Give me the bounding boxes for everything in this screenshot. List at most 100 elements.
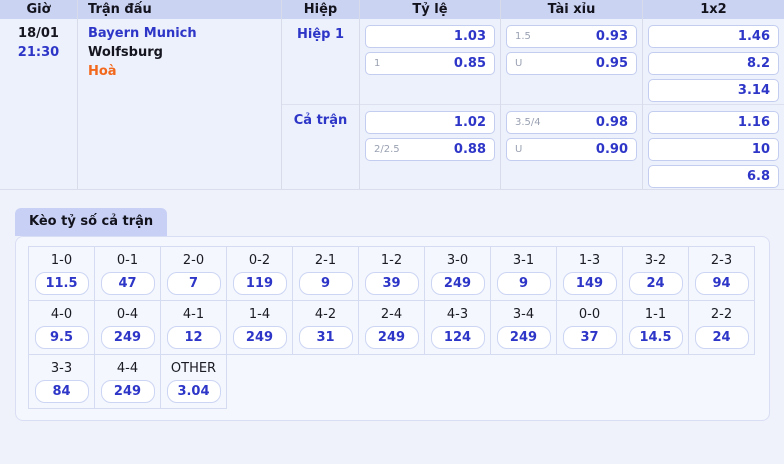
score-odds-button[interactable]: 47 [100, 272, 155, 295]
column-handicap: Tỷ lệ 1.03 1 0.85 1.02 2/2.5 0.88 [360, 0, 501, 189]
column-1x2: 1x2 1.46 8.2 3.14 1.16 10 6.8 [643, 0, 784, 189]
over-under-ft-box-2[interactable]: U 0.90 [506, 138, 637, 161]
1x2-odds: 6.8 [746, 169, 770, 184]
score-label: 4-0 [50, 307, 73, 322]
score-odds-button[interactable]: 7 [166, 272, 221, 295]
score-odds-button[interactable]: 249 [430, 272, 485, 295]
score-cell: 3-0 249 [425, 247, 491, 301]
period-label-first-half: Hiệp 1 [296, 27, 345, 42]
score-odds-button[interactable]: 24 [694, 326, 749, 349]
score-label: 4-3 [446, 307, 469, 322]
column-match: Trận đấu Bayern Munich Wolfsburg Hoà [78, 0, 282, 189]
score-odds-button[interactable]: 39 [364, 272, 419, 295]
score-odds-button[interactable]: 12 [166, 326, 221, 349]
score-odds-button[interactable]: 9.5 [34, 326, 89, 349]
over-under-section-ft: 3.5/4 0.98 U 0.90 [501, 104, 642, 189]
score-label: 0-1 [116, 253, 139, 268]
over-under-line: 1.5 [515, 31, 531, 42]
score-grid: 1-0 11.5 0-1 47 2-0 7 0-2 119 2-1 9 1-2 … [28, 246, 755, 409]
score-label: 2-4 [380, 307, 403, 322]
1x2-odds: 3.14 [737, 83, 770, 98]
score-odds-button[interactable]: 249 [100, 326, 155, 349]
score-cell: 3-1 9 [491, 247, 557, 301]
score-cell: 1-4 249 [227, 301, 293, 355]
score-cell: 4-2 31 [293, 301, 359, 355]
home-team-link[interactable]: Bayern Munich [88, 26, 197, 41]
column-over-under: Tài xỉu 1.5 0.93 U 0.95 3.5/4 0.98 U 0.9… [501, 0, 643, 189]
score-cell: 1-1 14.5 [623, 301, 689, 355]
tab-correct-score[interactable]: Kèo tỷ số cả trận [15, 208, 168, 236]
score-odds-button[interactable]: 124 [430, 326, 485, 349]
score-odds-button[interactable]: 249 [364, 326, 419, 349]
time-cell: 18/01 21:30 [0, 19, 77, 189]
score-odds-button[interactable]: 94 [694, 272, 749, 295]
score-odds-button[interactable]: 11.5 [34, 272, 89, 295]
score-label: 1-2 [380, 253, 403, 268]
header-1x2: 1x2 [643, 0, 784, 19]
score-label: 0-0 [578, 307, 601, 322]
1x2-h1-home[interactable]: 1.46 [648, 25, 779, 48]
1x2-odds: 1.16 [737, 115, 770, 130]
score-odds-button[interactable]: 249 [100, 380, 155, 403]
score-cell: 0-2 119 [227, 247, 293, 301]
1x2-ft-draw[interactable]: 10 [648, 138, 779, 161]
handicap-ft-box-1[interactable]: 1.02 [365, 111, 495, 134]
1x2-ft-away[interactable]: 6.8 [648, 165, 779, 188]
1x2-h1-draw[interactable]: 8.2 [648, 52, 779, 75]
over-under-h1-box-1[interactable]: 1.5 0.93 [506, 25, 637, 48]
score-label: 3-4 [512, 307, 535, 322]
header-over-under: Tài xỉu [501, 0, 642, 19]
score-cell: 0-4 249 [95, 301, 161, 355]
score-odds-button[interactable]: 9 [298, 272, 353, 295]
over-under-section-h1: 1.5 0.93 U 0.95 [501, 19, 642, 104]
score-odds-button[interactable]: 84 [34, 380, 89, 403]
1x2-odds: 10 [751, 142, 770, 157]
score-label: 1-1 [644, 307, 667, 322]
score-label: 2-0 [182, 253, 205, 268]
score-odds-button[interactable]: 37 [562, 326, 617, 349]
1x2-h1-away[interactable]: 3.14 [648, 79, 779, 102]
over-under-line: U [515, 58, 523, 69]
score-odds-button[interactable]: 14.5 [628, 326, 683, 349]
score-cell: 1-2 39 [359, 247, 425, 301]
score-cell: 0-1 47 [95, 247, 161, 301]
score-cell: 3-4 249 [491, 301, 557, 355]
score-odds-button[interactable]: 24 [628, 272, 683, 295]
handicap-line: 2/2.5 [374, 144, 400, 155]
score-cell: 1-0 11.5 [29, 247, 95, 301]
score-odds-button[interactable]: 249 [232, 326, 287, 349]
score-odds-button[interactable]: 149 [562, 272, 617, 295]
over-under-odds: 0.93 [595, 29, 628, 44]
match-time: 21:30 [17, 45, 60, 60]
handicap-odds: 1.03 [453, 29, 486, 44]
over-under-odds: 0.95 [595, 56, 628, 71]
score-label: 1-0 [50, 253, 73, 268]
score-cell: 3-2 24 [623, 247, 689, 301]
over-under-odds: 0.98 [595, 115, 628, 130]
header-match: Trận đấu [78, 0, 281, 19]
handicap-h1-box-2[interactable]: 1 0.85 [365, 52, 495, 75]
over-under-ft-box-1[interactable]: 3.5/4 0.98 [506, 111, 637, 134]
score-odds-button[interactable]: 9 [496, 272, 551, 295]
handicap-ft-box-2[interactable]: 2/2.5 0.88 [365, 138, 495, 161]
score-odds-button[interactable]: 31 [298, 326, 353, 349]
1x2-ft-home[interactable]: 1.16 [648, 111, 779, 134]
1x2-section-ft: 1.16 10 6.8 [643, 104, 784, 192]
score-label: 0-2 [248, 253, 271, 268]
score-label: 2-3 [710, 253, 733, 268]
score-label: 4-4 [116, 361, 139, 376]
score-odds-button[interactable]: 249 [496, 326, 551, 349]
score-cell: 4-0 9.5 [29, 301, 95, 355]
over-under-h1-box-2[interactable]: U 0.95 [506, 52, 637, 75]
header-period: Hiệp [282, 0, 359, 19]
1x2-odds: 8.2 [746, 56, 770, 71]
score-cell: 3-3 84 [29, 355, 95, 409]
score-cell: 2-1 9 [293, 247, 359, 301]
handicap-line: 1 [374, 58, 381, 69]
header-handicap: Tỷ lệ [360, 0, 500, 19]
score-odds-button[interactable]: 3.04 [166, 380, 221, 403]
score-label: 4-2 [314, 307, 337, 322]
handicap-h1-box-1[interactable]: 1.03 [365, 25, 495, 48]
handicap-odds: 0.88 [453, 142, 486, 157]
score-odds-button[interactable]: 119 [232, 272, 287, 295]
